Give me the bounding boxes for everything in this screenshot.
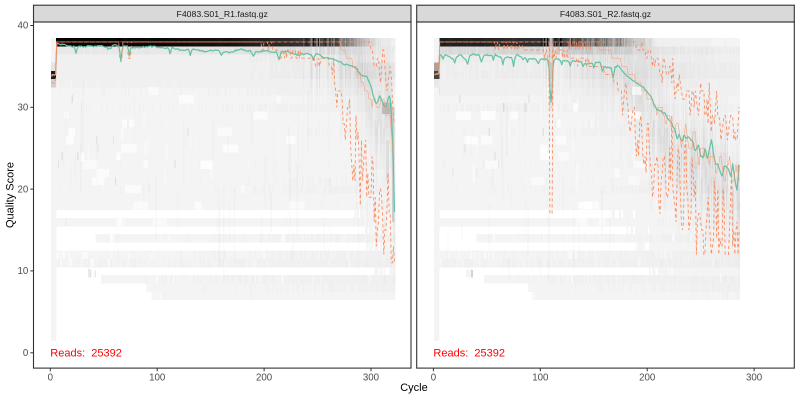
svg-text:300: 300 bbox=[746, 372, 763, 383]
svg-text:F4083.S01_R2.fastq.gz: F4083.S01_R2.fastq.gz bbox=[560, 9, 651, 19]
svg-text:0: 0 bbox=[23, 348, 29, 359]
svg-text:Quality Score: Quality Score bbox=[5, 162, 17, 228]
svg-text:40: 40 bbox=[18, 21, 29, 32]
svg-text:Reads: 25392: Reads: 25392 bbox=[433, 347, 505, 359]
svg-text:300: 300 bbox=[363, 372, 380, 383]
svg-text:0: 0 bbox=[48, 372, 54, 383]
svg-text:100: 100 bbox=[149, 372, 166, 383]
svg-text:F4083.S01_R1.fastq.gz: F4083.S01_R1.fastq.gz bbox=[177, 9, 268, 19]
svg-text:Cycle: Cycle bbox=[400, 382, 428, 394]
svg-text:30: 30 bbox=[18, 103, 29, 114]
svg-text:200: 200 bbox=[639, 372, 656, 383]
svg-text:200: 200 bbox=[256, 372, 273, 383]
svg-text:10: 10 bbox=[18, 266, 29, 277]
svg-text:100: 100 bbox=[532, 372, 549, 383]
svg-text:0: 0 bbox=[431, 372, 437, 383]
svg-text:20: 20 bbox=[18, 184, 29, 195]
svg-text:Reads: 25392: Reads: 25392 bbox=[50, 347, 122, 359]
